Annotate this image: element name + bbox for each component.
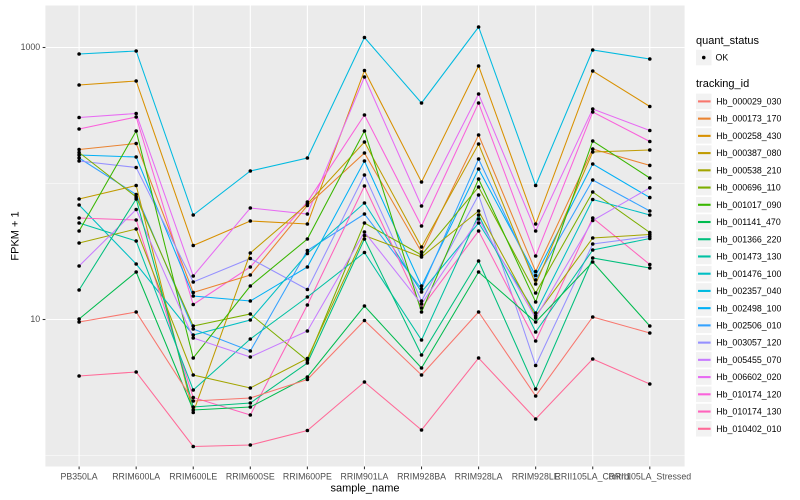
- svg-text:Hb_001476_100: Hb_001476_100: [716, 269, 781, 279]
- svg-text:quant_status: quant_status: [696, 35, 759, 47]
- svg-text:Hb_001473_130: Hb_001473_130: [716, 252, 781, 262]
- svg-text:RRII105LA_Control: RRII105LA_Control: [555, 471, 631, 481]
- svg-text:Hb_003057_120: Hb_003057_120: [716, 338, 781, 348]
- svg-text:Hb_000696_110: Hb_000696_110: [716, 183, 781, 193]
- svg-text:Hb_006602_020: Hb_006602_020: [716, 372, 781, 382]
- svg-text:RRIM928LA: RRIM928LA: [455, 471, 503, 481]
- svg-text:Hb_000258_430: Hb_000258_430: [716, 131, 781, 141]
- svg-text:PB350LA: PB350LA: [61, 471, 98, 481]
- svg-text:Hb_010174_120: Hb_010174_120: [716, 389, 781, 399]
- svg-text:RRIM600SE: RRIM600SE: [226, 471, 275, 481]
- svg-text:1000: 1000: [21, 42, 41, 52]
- svg-text:RRII105LA_Stressed: RRII105LA_Stressed: [608, 471, 691, 481]
- svg-text:RRIM928LE: RRIM928LE: [512, 471, 560, 481]
- svg-text:RRIM901LA: RRIM901LA: [340, 471, 388, 481]
- svg-text:Hb_001141_470: Hb_001141_470: [716, 217, 781, 227]
- svg-text:tracking_id: tracking_id: [696, 78, 749, 90]
- svg-text:Hb_001366_220: Hb_001366_220: [716, 234, 781, 244]
- svg-text:Hb_000173_170: Hb_000173_170: [716, 114, 781, 124]
- svg-text:Hb_000538_210: Hb_000538_210: [716, 165, 781, 175]
- svg-text:Hb_010174_130: Hb_010174_130: [716, 407, 781, 417]
- svg-text:Hb_000387_080: Hb_000387_080: [716, 148, 781, 158]
- svg-text:Hb_010402_010: Hb_010402_010: [716, 424, 781, 434]
- svg-text:Hb_001017_090: Hb_001017_090: [716, 200, 781, 210]
- svg-text:sample_name: sample_name: [330, 483, 399, 495]
- svg-text:RRIM600LE: RRIM600LE: [169, 471, 217, 481]
- svg-text:Hb_002506_010: Hb_002506_010: [716, 320, 781, 330]
- svg-text:RRIM600LA: RRIM600LA: [112, 471, 160, 481]
- svg-text:10: 10: [30, 314, 40, 324]
- svg-text:OK: OK: [716, 53, 729, 63]
- svg-text:Hb_000029_030: Hb_000029_030: [716, 97, 781, 107]
- svg-text:Hb_002498_100: Hb_002498_100: [716, 303, 781, 313]
- svg-text:Hb_002357_040: Hb_002357_040: [716, 286, 781, 296]
- svg-text:RRIM928BA: RRIM928BA: [397, 471, 446, 481]
- svg-text:Hb_005455_070: Hb_005455_070: [716, 355, 781, 365]
- svg-text:FPKM + 1: FPKM + 1: [10, 211, 22, 260]
- svg-text:RRIM600PE: RRIM600PE: [283, 471, 332, 481]
